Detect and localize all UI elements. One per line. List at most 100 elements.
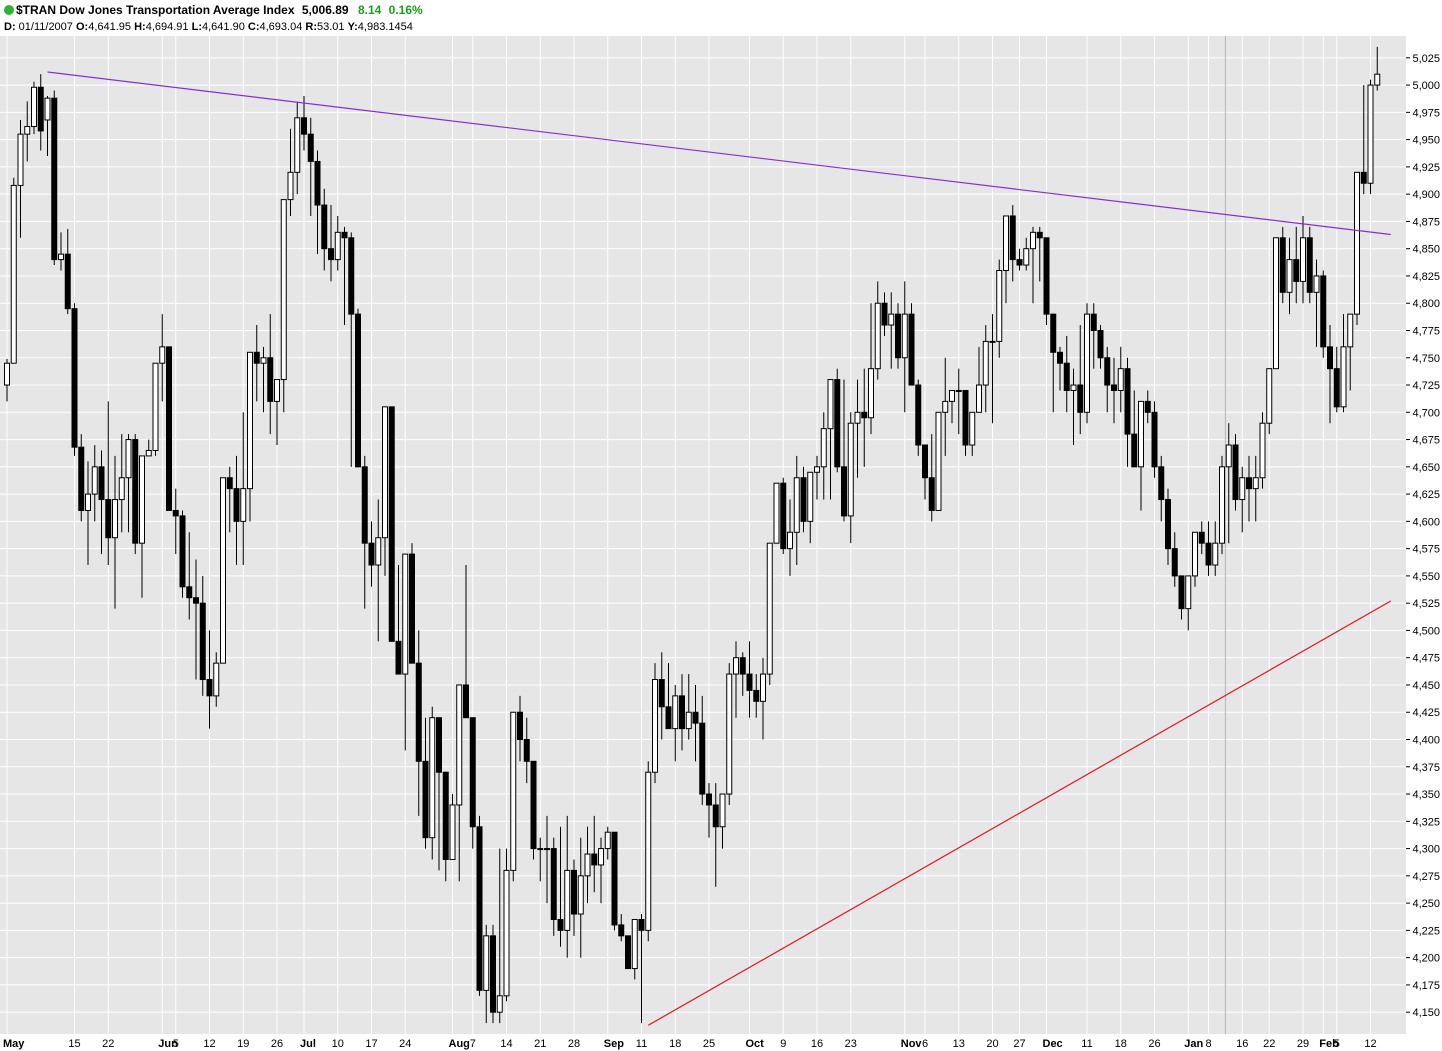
y-tick-label: 4,300 [1412, 844, 1440, 856]
candle-body [625, 935, 631, 970]
candle-body [1306, 237, 1313, 293]
x-tick-label: 18 [1115, 1038, 1127, 1050]
candle-body [1300, 237, 1306, 282]
candle-body [1144, 400, 1151, 413]
ohlc-date: 01/11/2007 [18, 21, 73, 33]
y-tick-label: 4,725 [1412, 380, 1440, 392]
candle-body [58, 253, 64, 261]
candle-body [834, 379, 841, 468]
candle-body [98, 466, 105, 501]
y-tick-label: 4,950 [1412, 135, 1440, 147]
x-tick-label: 11 [636, 1038, 647, 1050]
x-tick-label: May [3, 1038, 25, 1050]
x-tick-label: Feb [1319, 1038, 1339, 1050]
candle-body [1043, 237, 1050, 315]
y-tick-label: 4,625 [1412, 489, 1440, 501]
candle-body [652, 679, 658, 773]
y-tick-label: 4,750 [1412, 353, 1440, 365]
x-tick-label: 12 [1364, 1038, 1376, 1050]
candle-body [1192, 531, 1198, 577]
candle-body [415, 662, 422, 762]
y-tick-label: 4,275 [1412, 871, 1440, 883]
candle-body [949, 389, 955, 402]
candle-body [773, 482, 780, 544]
candle-body [409, 553, 415, 664]
candle-body [996, 270, 1003, 342]
candle-body [307, 133, 314, 162]
x-tick-label: Oct [746, 1038, 765, 1050]
index-name: Dow Jones Transportation Average Index [59, 3, 295, 17]
x-tick-label: 18 [669, 1038, 681, 1050]
candle-body [24, 126, 31, 135]
candle-body [726, 673, 733, 795]
candle-body [152, 362, 159, 451]
y-tick-label: 4,700 [1412, 407, 1440, 419]
trendlines [47, 71, 1392, 1026]
x-tick-label: 16 [811, 1038, 823, 1050]
candle-body [584, 853, 591, 877]
y-tick-label: 4,350 [1412, 789, 1440, 801]
candle-body [854, 411, 861, 424]
candle-body [125, 439, 132, 479]
candle-body [1030, 231, 1036, 250]
candle-body [989, 340, 996, 343]
candle-body [280, 199, 287, 381]
candle-body [429, 717, 436, 839]
ohlc-open: 4,641.95 [88, 21, 132, 33]
y-tick-label: 4,900 [1412, 189, 1440, 201]
x-tick-label: Dec [1043, 1038, 1063, 1050]
candle-body [172, 509, 179, 517]
candle-body [908, 313, 915, 386]
y-tick-label: 4,500 [1412, 625, 1440, 637]
candle-body [328, 248, 334, 261]
candlestick-chart[interactable]: 4,150 4,175 4,200 4,225 4,250 4,275 4,300 4,325… [0, 36, 1442, 1051]
candle-body [503, 869, 510, 997]
plot-area [0, 36, 1406, 1034]
candle-body [44, 97, 51, 121]
symbol: $TRAN [16, 3, 57, 17]
candle-body [341, 231, 348, 239]
candle-body [496, 995, 503, 1013]
candle-body [4, 362, 10, 386]
candle-body [267, 357, 274, 402]
candle-body [1225, 444, 1232, 468]
support-trendline [647, 600, 1392, 1026]
candle-body [861, 411, 868, 419]
candle-body [31, 86, 37, 128]
candle-body [1057, 351, 1063, 364]
candle-body [422, 760, 429, 839]
candle-body [1279, 237, 1286, 293]
candle-body [1367, 84, 1374, 184]
candle-body [206, 679, 213, 697]
x-tick-label: 26 [271, 1038, 283, 1050]
x-tick-label: Aug [449, 1038, 470, 1050]
candle-body [692, 711, 699, 724]
last-price: 5,006.89 [301, 3, 349, 17]
candle-body [1232, 444, 1239, 501]
candle-body [490, 935, 496, 1013]
x-tick-label: 15 [68, 1038, 80, 1050]
candle-body [469, 717, 476, 828]
candle-body [71, 308, 78, 448]
candle-body [719, 793, 726, 828]
x-tick-label: 27 [1013, 1038, 1025, 1050]
x-axis-panel [0, 1034, 1442, 1051]
candle-body [91, 466, 98, 495]
candle-body [1016, 259, 1023, 266]
candle-body [928, 477, 935, 511]
candle-body [942, 400, 949, 413]
candle-body [739, 657, 746, 675]
candle-body [753, 689, 760, 702]
candle-body [577, 875, 584, 915]
y-tick-label: 5,025 [1412, 53, 1440, 65]
ohlc-low: 4,641.90 [202, 21, 245, 33]
candle-body [807, 471, 814, 522]
candle-body [179, 515, 186, 588]
candle-body [733, 657, 739, 675]
x-tick-label: Jan [1184, 1038, 1203, 1050]
x-tick-label: Jul [300, 1038, 316, 1050]
candle-body [712, 804, 719, 828]
x-tick-label: 6 [922, 1038, 928, 1050]
candle-body [1097, 329, 1104, 359]
